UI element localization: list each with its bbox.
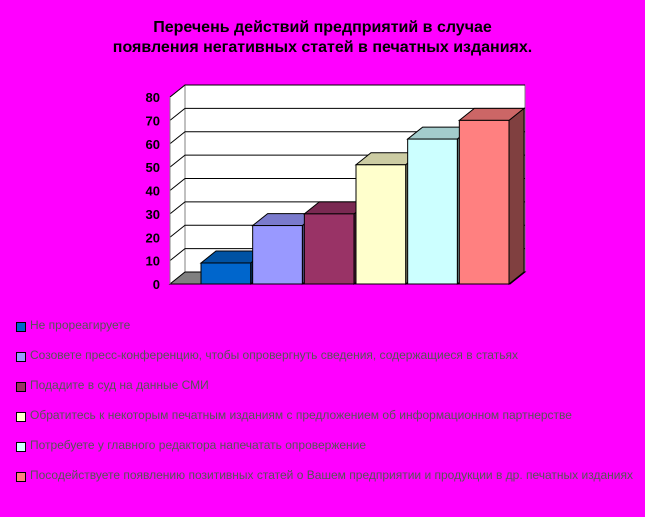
legend-label: Потребуете у главного редактора напечата… bbox=[30, 438, 367, 452]
legend-label: Подадите в суд на данные СМИ bbox=[30, 378, 209, 392]
legend-label: Обратитесь к некоторым печатным изданиям… bbox=[30, 408, 572, 422]
bar-front bbox=[355, 164, 407, 285]
chart-title: Перечень действий предприятий в случае п… bbox=[0, 18, 645, 58]
gridline bbox=[169, 84, 525, 98]
y-tick-label: 10 bbox=[146, 254, 160, 269]
legend-swatch bbox=[16, 412, 26, 422]
legend-swatch bbox=[16, 442, 26, 452]
chart-title-line-1: Перечень действий предприятий в случае bbox=[153, 19, 492, 36]
chart-bars bbox=[199, 107, 526, 286]
legend-swatch bbox=[16, 322, 26, 332]
legend-label: Созовете пресс-конференцию, чтобы опрове… bbox=[30, 348, 518, 362]
y-tick-label: 60 bbox=[146, 137, 160, 152]
bar-front bbox=[407, 138, 458, 285]
bar-front bbox=[458, 119, 510, 285]
y-axis: 0 10 20 30 40 50 60 70 80 bbox=[146, 90, 171, 292]
y-tick-label: 40 bbox=[146, 184, 160, 199]
y-tick-label: 20 bbox=[146, 230, 160, 245]
bar-front bbox=[200, 262, 252, 285]
bar-front bbox=[303, 213, 355, 285]
y-tick-label: 70 bbox=[146, 113, 160, 128]
y-tick-label: 80 bbox=[146, 90, 160, 105]
chart-title-line-2: появления негативных статей в печатных и… bbox=[112, 39, 533, 56]
legend-swatch bbox=[16, 352, 26, 362]
y-tick-label: 30 bbox=[146, 207, 160, 222]
gridline bbox=[169, 107, 525, 121]
legend-swatch bbox=[16, 382, 26, 392]
y-tick-label: 0 bbox=[153, 277, 160, 292]
gridline bbox=[169, 131, 525, 145]
bar-6 bbox=[457, 107, 526, 286]
legend-label: Не прореагируете bbox=[30, 318, 131, 332]
bar-2 bbox=[251, 212, 319, 286]
bar-side bbox=[508, 107, 525, 286]
legend-label: Посодействуете появлению позитивных стат… bbox=[30, 468, 633, 482]
legend-swatch bbox=[16, 472, 26, 482]
y-tick-label: 50 bbox=[146, 160, 160, 175]
bar-1 bbox=[199, 249, 268, 286]
bar-front bbox=[252, 225, 303, 285]
